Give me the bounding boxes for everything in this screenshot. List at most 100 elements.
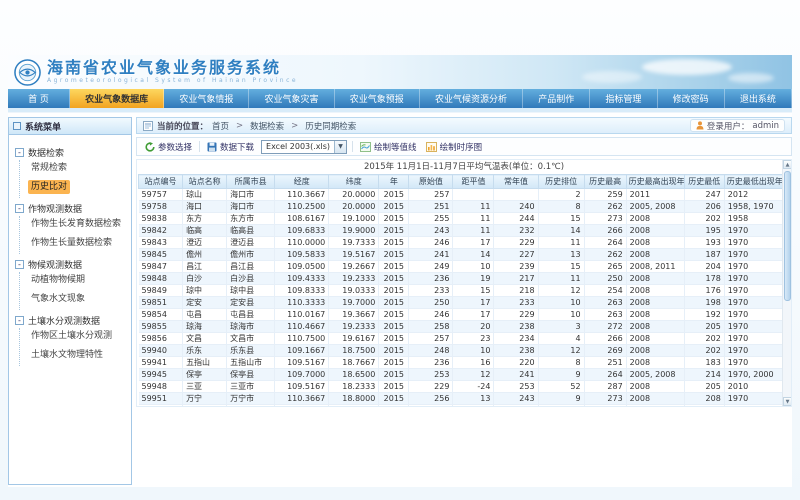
sidebar-item-crop-growth-dev-search[interactable]: 作物生长发育数据检索 (31, 219, 122, 229)
tree-group-toggle[interactable]: - 土壤水分观测数据 (15, 313, 128, 328)
chevron-down-icon[interactable]: ▼ (334, 140, 347, 153)
table-row: 59854 屯昌 屯昌县 110.0167 19.3667 2015 246 17 229 10 2… (138, 308, 784, 321)
table-cell: 59945 (138, 368, 184, 381)
table-cell: 272 (584, 320, 627, 333)
tree-group-label[interactable]: 土壤水分观测数据 (28, 317, 101, 327)
sidebar-item-cropland-soil-moisture[interactable]: 作物区土壤水分观测 (31, 331, 113, 341)
table-cell: 14 (538, 224, 585, 237)
breadcrumb: 当前的位置： 首页 > 数据检索 > 历史同期检索 (143, 120, 356, 132)
app-title: 海南省农业气象业务服务系统 (47, 57, 282, 77)
data-download-button[interactable]: 数据下载 (205, 141, 256, 153)
scroll-up-icon[interactable]: ▲ (783, 160, 791, 169)
nav-item-agmet-disaster[interactable]: 农业气象灾害 (249, 89, 335, 108)
collapse-icon[interactable]: - (15, 316, 24, 325)
nav-item-indicator-management[interactable]: 指标管理 (590, 89, 658, 108)
sidebar-header: 系统菜单 (9, 118, 131, 135)
table-cell: 248 (493, 404, 539, 406)
nav-item-change-password[interactable]: 修改密码 (658, 89, 725, 108)
user-icon (696, 121, 704, 130)
column-header: 原始值 (408, 174, 454, 189)
tree-group-label[interactable]: 数据检索 (28, 149, 65, 159)
scroll-thumb[interactable] (784, 171, 791, 301)
table-cell: 11 (538, 404, 585, 406)
table-cell: 2015 (378, 188, 410, 201)
table-cell: 247 (684, 188, 725, 201)
app-logo-icon (14, 58, 41, 86)
table-cell: 262 (584, 200, 627, 213)
banner: 海南省农业气象业务服务系统 Agrometeorological System … (8, 55, 792, 89)
tree-group-toggle[interactable]: - 物候观测数据 (15, 257, 128, 272)
breadcrumb-item-data-search[interactable]: 数据检索 (250, 121, 285, 132)
scroll-down-icon[interactable]: ▼ (783, 397, 791, 406)
table-cell: 海口市 (226, 188, 276, 201)
draw-contour-button[interactable]: 绘制等值线 (358, 141, 419, 153)
collapse-icon[interactable]: - (15, 260, 24, 269)
tree-group-toggle[interactable]: - 数据检索 (15, 145, 128, 160)
table-cell: 59940 (138, 344, 184, 357)
table-cell: 244 (493, 212, 539, 225)
sidebar-item-phenophase[interactable]: 动植物物候期 (31, 275, 86, 285)
table-cell: 193 (684, 236, 725, 249)
draw-timeseries-button[interactable]: 绘制时序图 (424, 141, 485, 153)
table-cell: -24 (452, 380, 495, 393)
table-cell: 18.5000 (328, 404, 380, 406)
table-cell: 18.8000 (328, 392, 380, 405)
column-header: 所属市县 (226, 174, 276, 189)
breadcrumb-item-home[interactable]: 首页 (212, 121, 230, 132)
tree-group-label[interactable]: 作物观测数据 (28, 205, 83, 215)
table-cell: 2008 (626, 308, 685, 321)
table-row: 59848 白沙 白沙县 109.4333 19.2333 2015 236 19 217 11 2… (138, 272, 784, 285)
table-cell: 110.0000 (274, 236, 330, 249)
sidebar-title: 系统菜单 (25, 122, 62, 133)
sidebar-item-history-compare[interactable]: 历史比对 (28, 180, 71, 194)
table-cell: 204 (684, 260, 725, 273)
table-cell: 59954 (138, 404, 184, 406)
table-cell: 1970 (724, 392, 784, 405)
table-cell: 236 (408, 356, 454, 369)
collapse-icon[interactable]: - (15, 148, 24, 157)
param-select-button[interactable]: 参数选择 (143, 141, 194, 153)
nav-item-agmet-forecast[interactable]: 农业气象预报 (335, 89, 420, 108)
table-cell: 1970 (724, 404, 784, 406)
table-cell: 59758 (138, 200, 184, 213)
tree-group-toggle[interactable]: - 作物观测数据 (15, 201, 128, 216)
table-cell: 13 (452, 392, 495, 405)
table-cell: 1970 (724, 284, 784, 297)
sidebar-item-crop-growth-amount-search[interactable]: 作物生长量数据检索 (31, 238, 113, 248)
data-download-label: 数据下载 (220, 142, 255, 153)
breadcrumb-item-history-period-search[interactable]: 历史同期检索 (305, 121, 357, 132)
table-scrollbar[interactable]: ▲ ▼ (782, 160, 791, 406)
nav-item-logout[interactable]: 退出系统 (725, 89, 792, 108)
table-cell: 59848 (138, 272, 184, 285)
nav-item-home[interactable]: 首 页 (8, 89, 70, 108)
sidebar-item-hydromet-phenomena[interactable]: 气象水文现象 (31, 294, 86, 304)
toolbar-divider (199, 141, 201, 152)
table-cell: 287 (584, 380, 627, 393)
table-cell: 13 (538, 248, 585, 261)
table-cell (493, 188, 539, 201)
collapse-icon[interactable]: - (15, 204, 24, 213)
sidebar-item-regular-search[interactable]: 常规检索 (31, 163, 68, 173)
nav-item-climate-resource-analysis[interactable]: 农业气候资源分析 (420, 89, 524, 108)
table-cell: 19.2667 (328, 260, 380, 273)
sidebar-item-soil-hydro-properties[interactable]: 土壤水文物理特性 (31, 350, 104, 360)
table-cell: 202 (684, 212, 725, 225)
table-cell: 240 (493, 200, 539, 213)
nav-item-product-making[interactable]: 产品制作 (523, 89, 591, 108)
toolbar: 参数选择 数据下载 Excel 2003(.xls) ▼ (136, 137, 792, 156)
export-format-select[interactable]: Excel 2003(.xls) ▼ (261, 139, 348, 154)
tree-group-soil-moisture: - 土壤水分观测数据 作物区土壤水分观测 土壤水文物理特性 (15, 313, 128, 366)
nav-item-agmet-database[interactable]: 农业气象数据库 (70, 89, 165, 108)
table-cell: 2008 (626, 332, 685, 345)
table-cell: 1970 (724, 260, 784, 273)
table-row: 59845 儋州 儋州市 109.5833 19.5167 2015 241 14 227 13 2… (138, 248, 784, 261)
tree-group-label[interactable]: 物候观测数据 (28, 261, 83, 271)
column-header: 距平值 (452, 174, 495, 189)
table-cell: 1970, 2000 (724, 368, 784, 381)
nav-item-agmet-information[interactable]: 农业气象情报 (164, 89, 250, 108)
table-cell: 19.9000 (328, 224, 380, 237)
table-cell: 258 (408, 404, 454, 406)
table-cell: 11 (538, 236, 585, 249)
table-cell: 8 (538, 200, 585, 213)
